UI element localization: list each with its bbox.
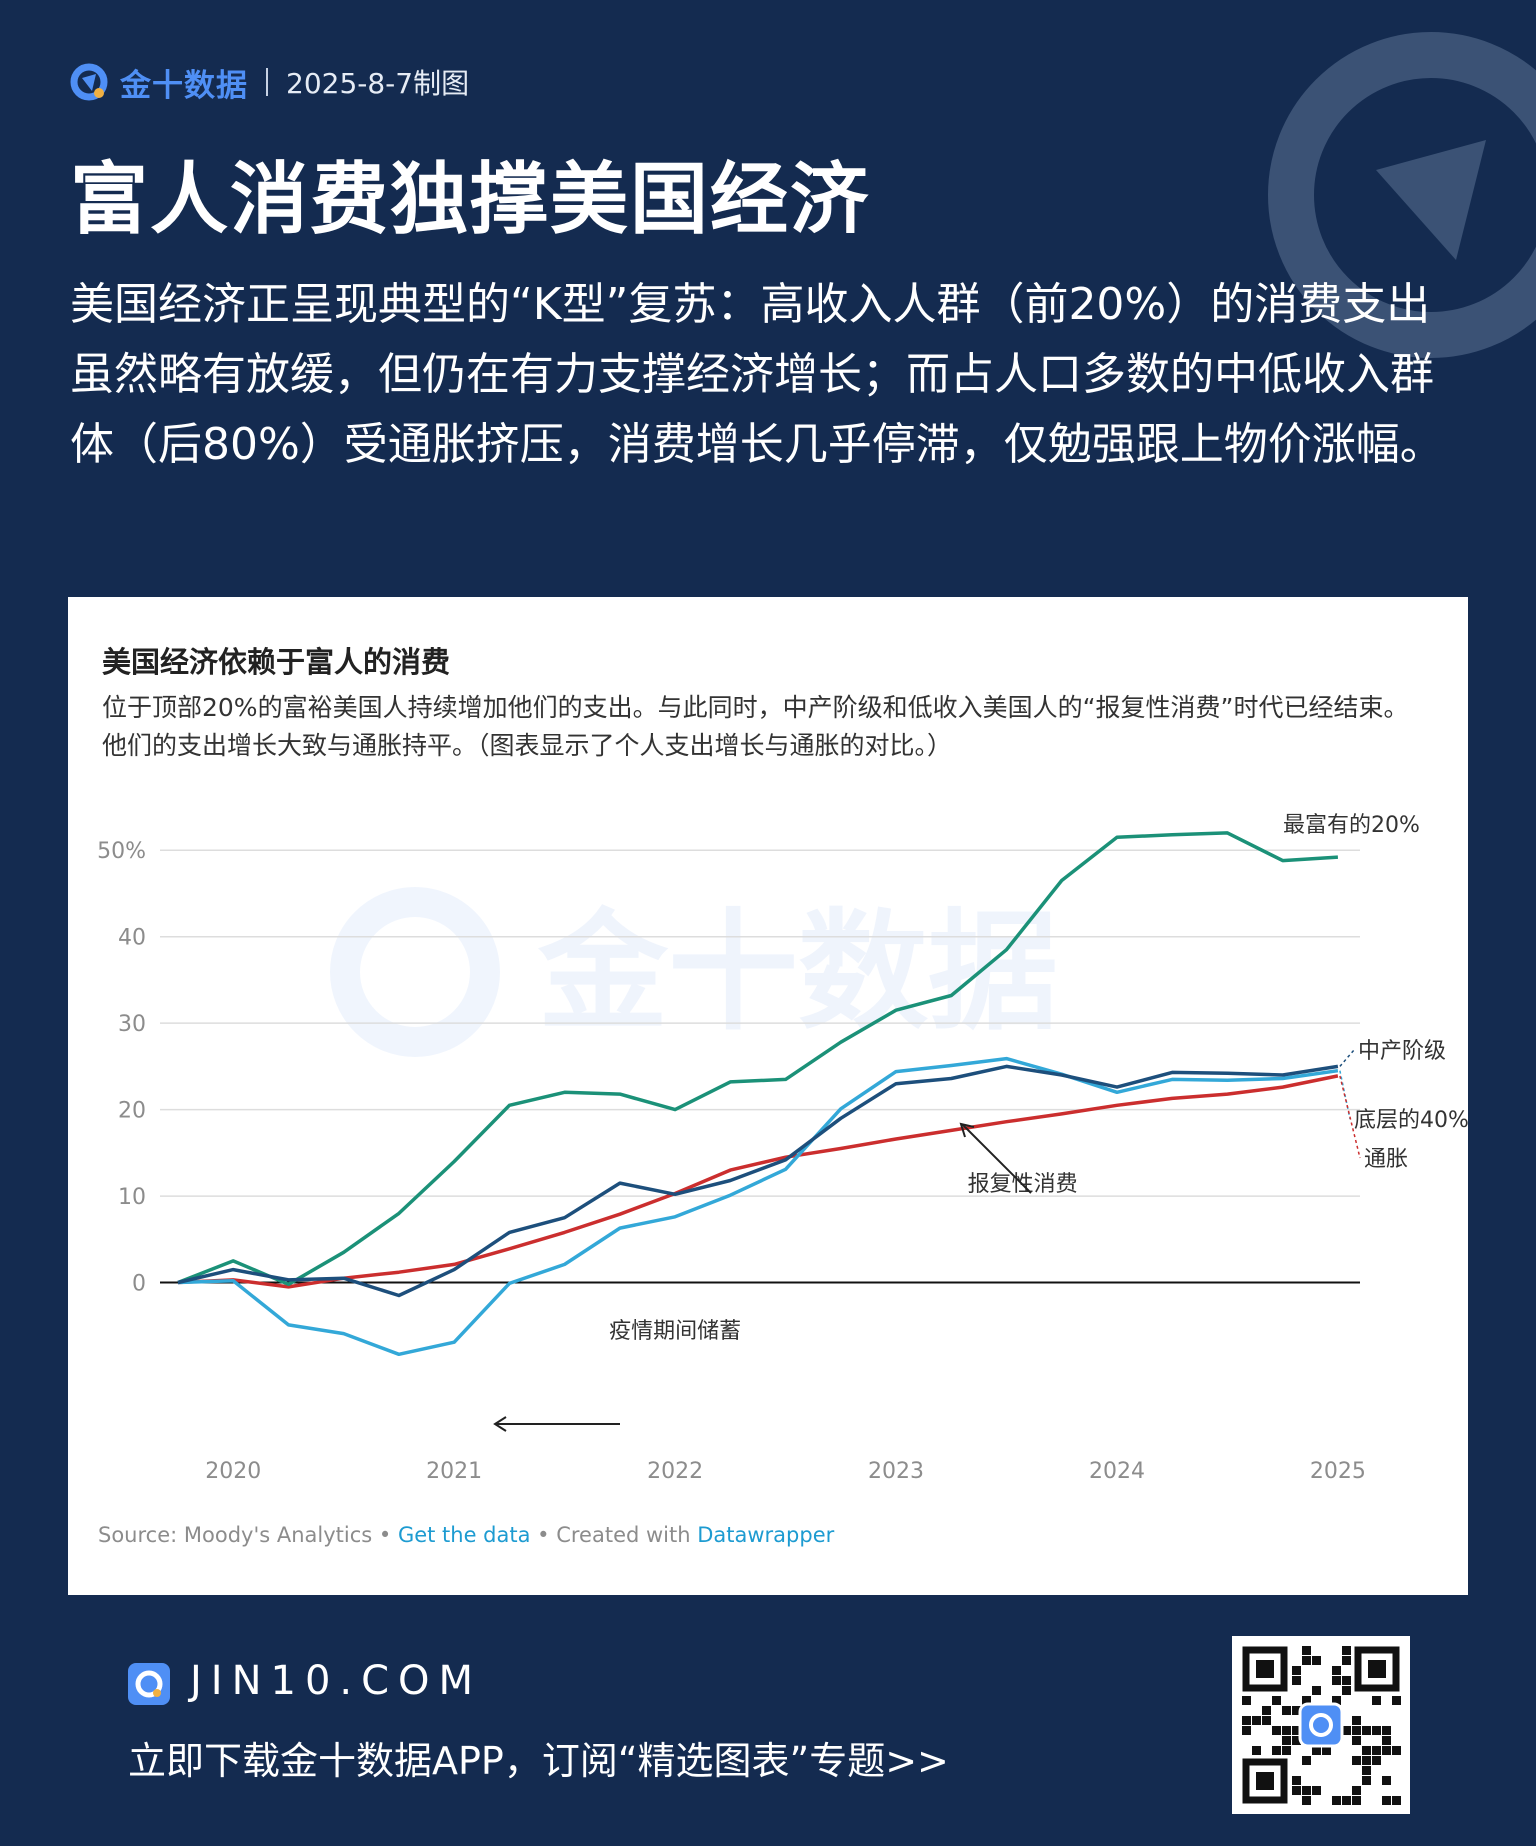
divider	[266, 68, 268, 96]
footer-cta[interactable]: 立即下载金十数据APP，订阅“精选图表”专题>>	[128, 1739, 949, 1783]
label-leader-line	[1339, 1049, 1355, 1067]
y-tick-label: 40	[118, 926, 146, 951]
brand-name: 金十数据	[120, 67, 248, 104]
y-tick-label: 30	[118, 1012, 146, 1037]
footer-url[interactable]: JIN10.COM	[190, 1658, 483, 1704]
qr-code[interactable]	[1232, 1636, 1410, 1814]
datawrapper-link[interactable]: Datawrapper	[697, 1523, 835, 1547]
chart-date: 2025-8-7制图	[286, 67, 470, 100]
series-label-3: 通胀	[1364, 1147, 1408, 1172]
series-line-3	[177, 1074, 1339, 1289]
source-text: Source: Moody's Analytics •	[98, 1523, 398, 1547]
page-headline: 富人消费独撑美国经济	[70, 155, 871, 245]
x-tick-label: 2025	[1310, 1459, 1366, 1484]
series-line-1	[177, 1064, 1339, 1298]
brand-header: 金十数据 2025-8-7制图	[68, 62, 470, 104]
x-tick-label: 2023	[868, 1459, 924, 1484]
series-line-2	[177, 1056, 1339, 1357]
x-tick-label: 2022	[647, 1459, 703, 1484]
y-tick-label: 0	[132, 1272, 146, 1297]
line-chart: 金十数据 0 10 20 30 40 50% 2020 2021 2022 2023 2024 202…	[97, 813, 1468, 1484]
chart-subtitle: 位于顶部20%的富裕美国人持续增加他们的支出。与此同时，中产阶级和低收入美国人的…	[102, 693, 1409, 760]
chart-title: 美国经济依赖于富人的消费	[102, 645, 451, 679]
arrow-head	[959, 1122, 975, 1138]
footer-logo-icon	[128, 1663, 170, 1705]
series-line-0	[177, 831, 1339, 1287]
jin10-logo-icon	[70, 63, 108, 101]
series-label-2: 底层的40%	[1354, 1108, 1468, 1133]
page-summary: 美国经济正呈现典型的“K型”复苏：高收入人群（前20%）的消费支出虽然略有放缓，…	[70, 279, 1444, 470]
chart-source: Source: Moody's Analytics • Get the data…	[98, 1523, 834, 1547]
series-label-1: 中产阶级	[1358, 1039, 1446, 1064]
y-tick-label: 50%	[97, 839, 146, 864]
watermark-text: 金十数据	[537, 899, 1058, 1045]
y-tick-label: 20	[118, 1099, 146, 1124]
x-tick-label: 2024	[1089, 1459, 1145, 1484]
x-tick-label: 2021	[426, 1459, 482, 1484]
label-leader-line	[1339, 1075, 1361, 1159]
watermark: 金十数据	[330, 887, 1058, 1057]
x-tick-label: 2020	[205, 1459, 261, 1484]
arrow-head	[493, 1416, 507, 1432]
chart-card: 金十数据 0 10 20 30 40 50% 2020 2021 2022 2023 2024 202…	[68, 597, 1468, 1595]
get-data-link[interactable]: Get the data	[397, 1523, 531, 1547]
annotation-pandemic-savings: 疫情期间储蓄	[609, 1319, 741, 1344]
background-logo-icon	[1268, 32, 1536, 358]
series-label-0: 最富有的20%	[1283, 813, 1420, 838]
source-middle-text: • Created with	[530, 1523, 698, 1547]
y-tick-label: 10	[118, 1185, 146, 1210]
annotation-arrow	[962, 1124, 1032, 1194]
